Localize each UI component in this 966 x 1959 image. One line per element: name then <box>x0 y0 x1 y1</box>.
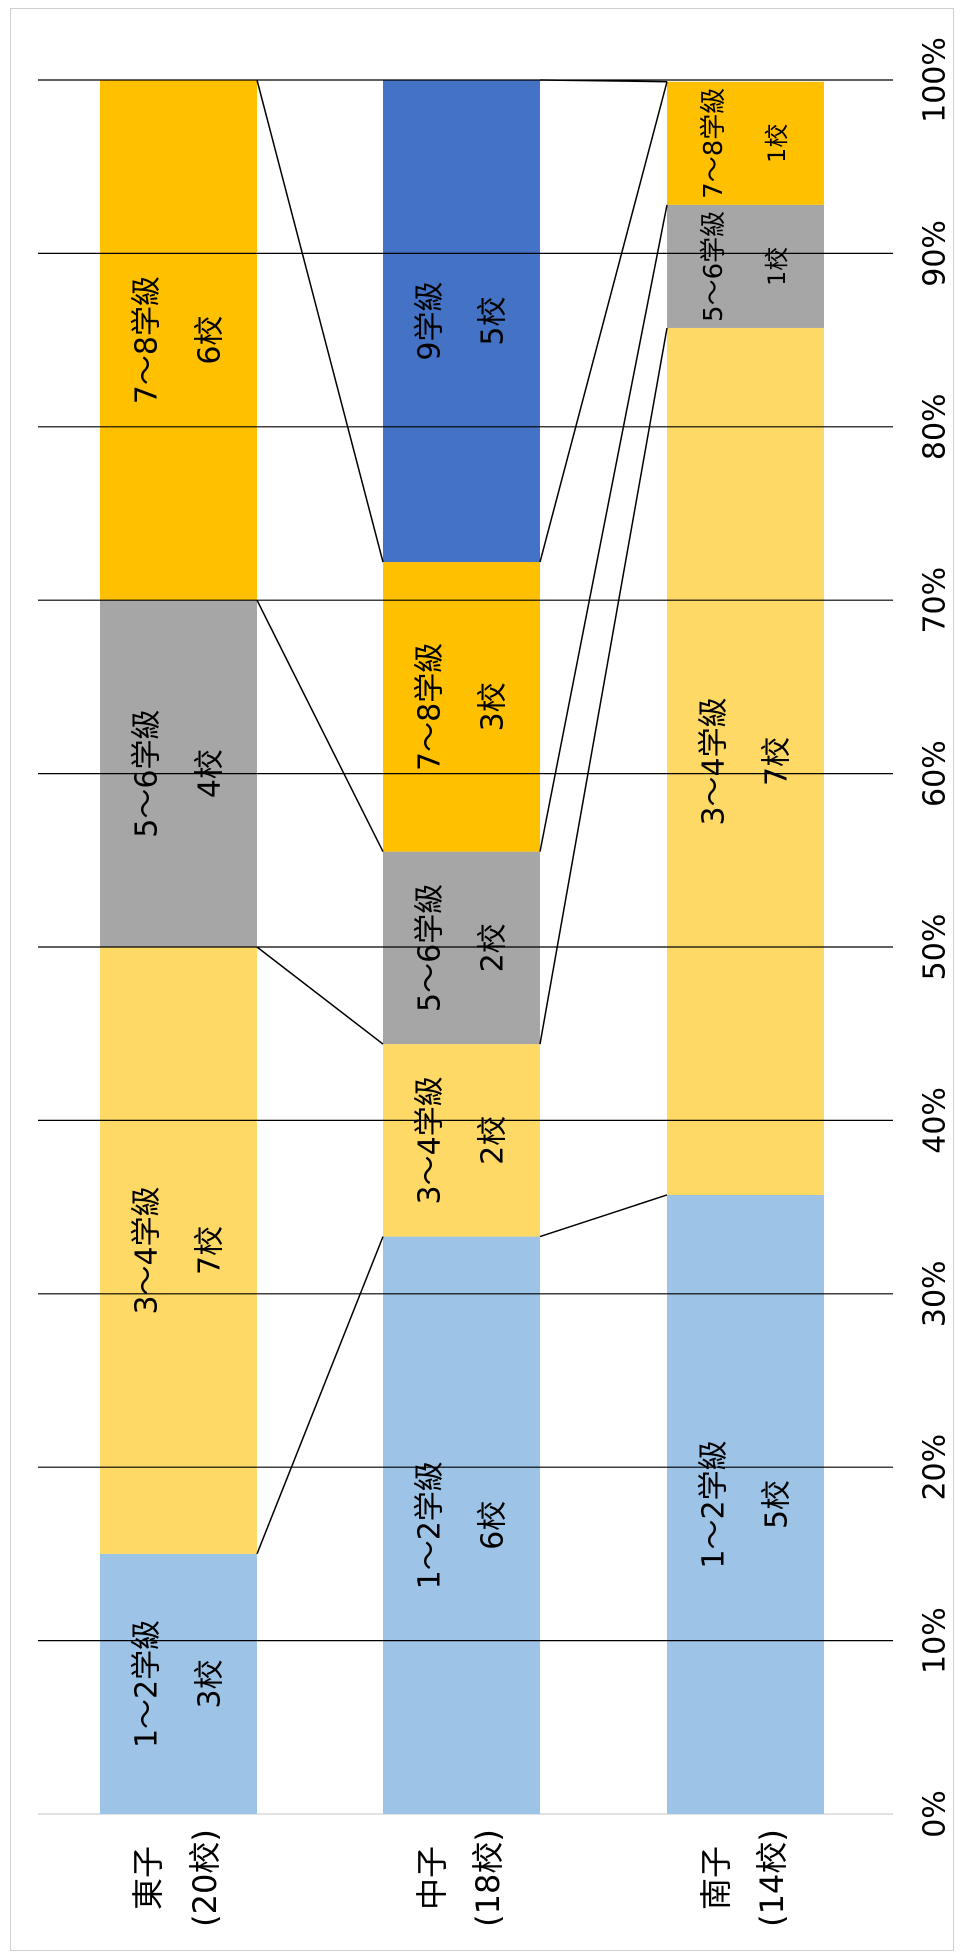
bar-segment <box>667 204 824 328</box>
category-label: 東子 <box>129 1846 167 1910</box>
tick-label: 50% <box>918 914 953 981</box>
connector-line <box>256 599 384 852</box>
segment-count-label: 6校 <box>475 1501 510 1550</box>
category-label: 中子 <box>413 1846 451 1910</box>
segment-count-label: 5校 <box>475 296 510 345</box>
bar-segment <box>667 81 824 205</box>
bar-segment <box>383 80 540 563</box>
connector-line <box>539 81 668 563</box>
segment-label: 1～2学級 <box>413 1461 448 1589</box>
segment-count-label: 5校 <box>759 1480 794 1529</box>
category-label: 南子 <box>697 1846 735 1910</box>
tick-label: 80% <box>918 393 953 460</box>
category-count-label: (18校) <box>469 1829 507 1927</box>
segment-count-label: 1校 <box>763 124 791 163</box>
segment-label: 5～6学級 <box>699 211 729 322</box>
tick-label: 10% <box>918 1607 953 1674</box>
segment-label: 3～4学級 <box>130 1186 165 1314</box>
tick-label: 60% <box>918 740 953 807</box>
segment-label: 5～6学級 <box>413 884 448 1012</box>
bar-segment <box>100 1553 257 1814</box>
bar-segment <box>383 1236 540 1814</box>
segment-count-label: 7校 <box>192 1226 227 1275</box>
tick-label: 70% <box>918 567 953 634</box>
segment-label: 7～8学級 <box>413 643 448 771</box>
chart-frame <box>10 8 954 1951</box>
connector-line <box>256 1236 384 1555</box>
bar-segment <box>100 947 257 1554</box>
connector-line <box>256 946 384 1045</box>
category-count-label: (20校) <box>186 1829 224 1927</box>
tick-label: 20% <box>918 1434 953 1501</box>
connector-line <box>539 327 668 1045</box>
bar-segment <box>667 327 824 1195</box>
category-count-label: (14校) <box>753 1829 791 1927</box>
segment-label: 1～2学級 <box>130 1620 165 1748</box>
segment-count-label: 2校 <box>475 1116 510 1165</box>
segment-count-label: 2校 <box>475 923 510 972</box>
segment-label: 7～8学級 <box>130 276 165 404</box>
segment-label: 1～2学級 <box>697 1440 732 1568</box>
connector-line <box>256 79 384 563</box>
segment-count-label: 7校 <box>759 737 794 786</box>
segment-count-label: 6校 <box>192 316 227 365</box>
bar-segment <box>667 1194 824 1814</box>
bar-segment <box>100 80 257 601</box>
connector-line <box>539 204 668 852</box>
tick-label: 0% <box>918 1790 953 1838</box>
connector-line <box>539 1194 668 1238</box>
bar-segment <box>383 1044 540 1237</box>
tick-label: 100% <box>918 37 953 123</box>
segment-count-label: 3校 <box>475 682 510 731</box>
segment-count-label: 1校 <box>763 247 791 286</box>
bar-segment <box>383 562 540 852</box>
bar-segment <box>383 851 540 1045</box>
segment-label: 3～4学級 <box>413 1076 448 1204</box>
segment-label: 3～4学級 <box>697 697 732 825</box>
segment-label: 5～6学級 <box>130 710 165 838</box>
segment-count-label: 4校 <box>192 749 227 798</box>
segment-count-label: 3校 <box>192 1659 227 1708</box>
connector-line <box>539 79 668 83</box>
tick-label: 40% <box>918 1087 953 1154</box>
tick-label: 30% <box>918 1260 953 1327</box>
segment-label: 7～8学級 <box>699 88 729 199</box>
segment-label: 9学級 <box>413 281 448 360</box>
tick-label: 90% <box>918 220 953 287</box>
